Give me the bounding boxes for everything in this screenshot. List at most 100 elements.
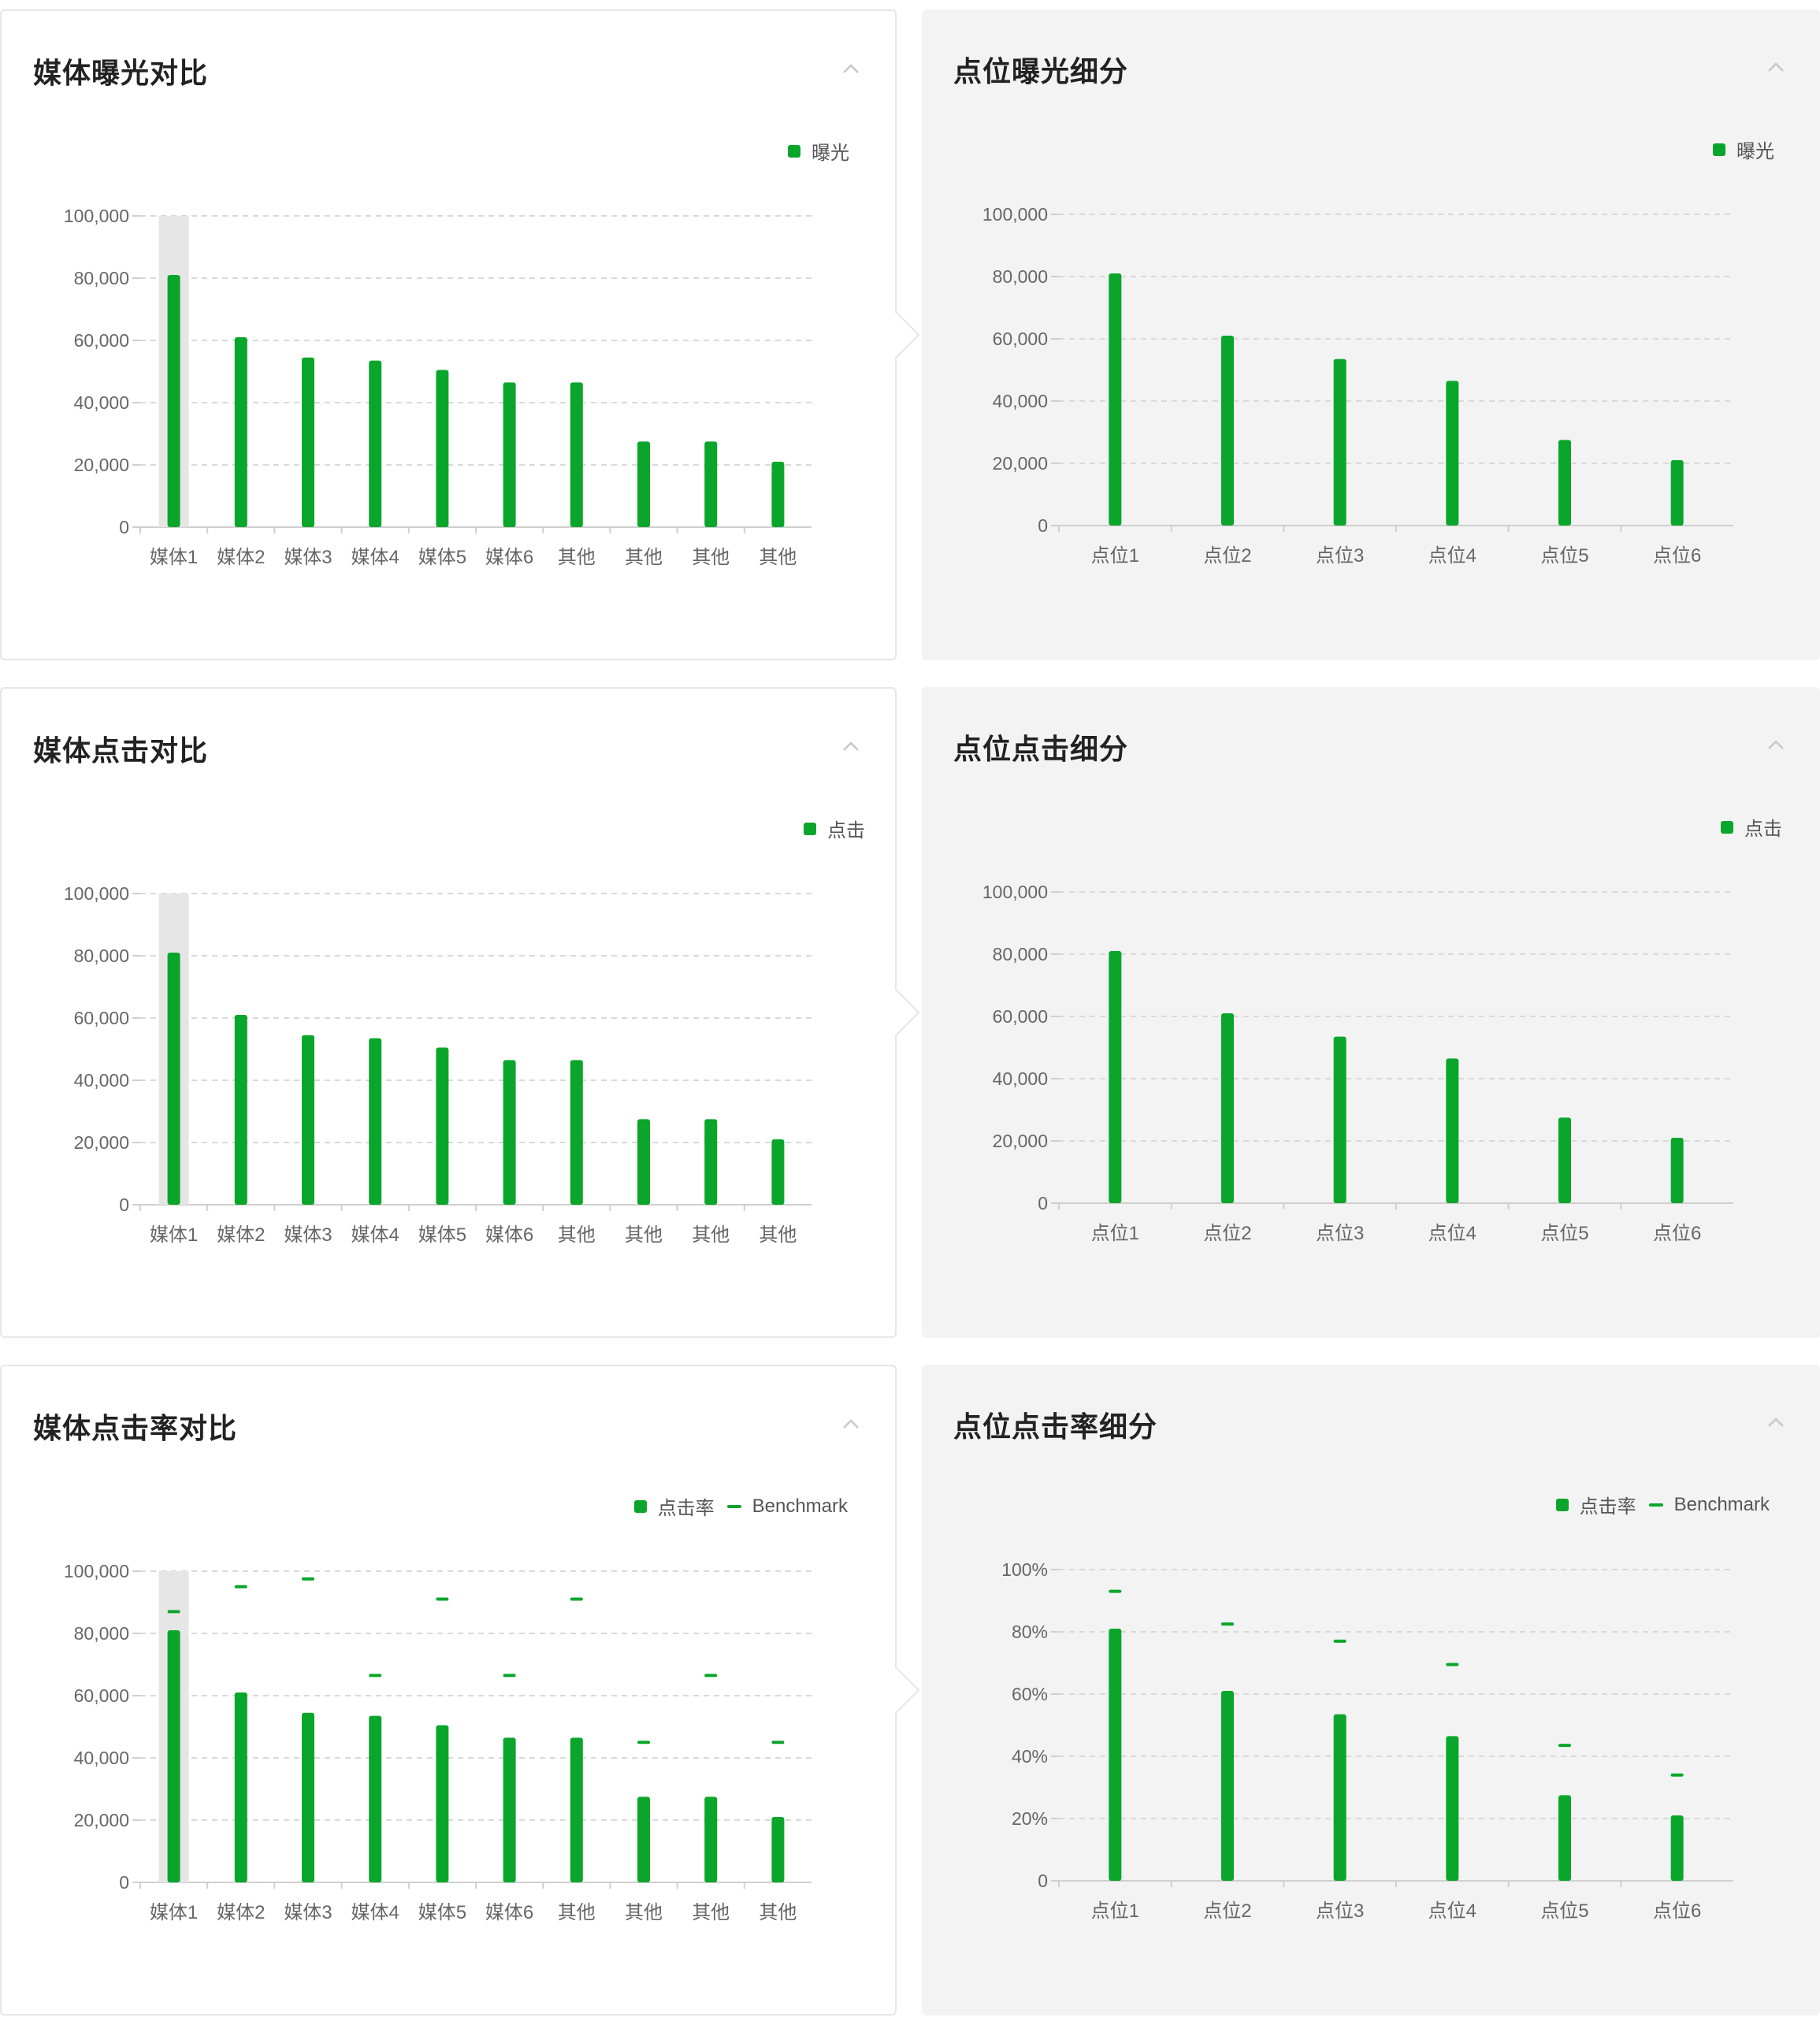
- legend-swatch: [1555, 1498, 1569, 1511]
- chart-legend: 曝光: [788, 137, 849, 165]
- chevron-up-icon[interactable]: [1766, 736, 1785, 755]
- x-tick-label: 点位5: [1540, 1223, 1588, 1244]
- y-tick-label: 80%: [1012, 1622, 1048, 1642]
- legend-label[interactable]: 点击率: [657, 1498, 715, 1519]
- position-ctr-panel: 点位点击率细分 点击率 Benchmark 0 20% 40% 60% 80% 100% 点位…: [922, 1365, 1820, 2016]
- bar: [503, 1060, 516, 1205]
- chevron-up-icon[interactable]: [841, 738, 860, 756]
- y-tick-label: 20%: [1012, 1808, 1048, 1829]
- bar: [234, 1015, 247, 1205]
- x-tick-label: 媒体4: [351, 547, 399, 568]
- x-tick-label: 其他: [759, 1224, 797, 1246]
- bar: [234, 337, 247, 527]
- x-tick-label: 点位2: [1203, 1901, 1251, 1922]
- panel-title: 媒体点击对比: [33, 734, 209, 767]
- bar: [302, 357, 314, 527]
- y-tick-label: 20,000: [993, 1131, 1048, 1151]
- media-exposure-panel: 媒体曝光对比 曝光 0 20,000 40,000 60,000 80,000 100,0…: [0, 9, 897, 660]
- chevron-up-icon[interactable]: [841, 1415, 860, 1434]
- legend-label[interactable]: Benchmark: [752, 1495, 848, 1517]
- x-tick-label: 点位6: [1653, 1223, 1701, 1244]
- legend-label[interactable]: 曝光: [1736, 141, 1774, 162]
- x-tick-label: 其他: [625, 1902, 663, 1923]
- bar-chart: 0 20,000 40,000 60,000 80,000 100,000 点位1 点位2 点位…: [982, 882, 1733, 1244]
- benchmark-marker: [302, 1577, 314, 1581]
- benchmark-marker: [503, 1674, 516, 1678]
- bar: [637, 1119, 650, 1205]
- x-tick-label: 其他: [692, 1902, 730, 1923]
- bar: [771, 1139, 785, 1205]
- bar: [302, 1035, 314, 1205]
- media-ctr-panel: 媒体点击率对比 点击率 Benchmark 0 20,000 40,000 60,000…: [0, 1365, 897, 2016]
- x-tick-label: 媒体3: [284, 1224, 332, 1246]
- x-tick-label: 点位5: [1540, 545, 1588, 567]
- bar: [167, 953, 180, 1205]
- legend-swatch: [1721, 820, 1733, 834]
- y-tick-label: 60,000: [74, 1008, 129, 1028]
- bar: [1333, 1714, 1346, 1881]
- bar: [1333, 1036, 1346, 1203]
- bar: [771, 1817, 785, 1882]
- x-tick-label: 其他: [558, 1224, 596, 1246]
- bar: [1446, 1058, 1459, 1203]
- chevron-up-icon[interactable]: [841, 60, 860, 79]
- bar: [436, 1047, 449, 1205]
- legend-label[interactable]: 点击率: [1579, 1496, 1636, 1518]
- bar: [369, 1715, 382, 1882]
- y-tick-label: 80,000: [74, 946, 129, 966]
- y-tick-label: 100,000: [64, 206, 129, 226]
- x-tick-label: 点位4: [1428, 1901, 1476, 1922]
- x-tick-label: 点位5: [1540, 1901, 1588, 1922]
- y-tick-label: 100%: [1001, 1559, 1048, 1580]
- x-tick-label: 媒体1: [150, 547, 198, 568]
- y-tick-label: 0: [1038, 1871, 1048, 1891]
- chevron-up-icon[interactable]: [1766, 58, 1785, 77]
- panel-title: 点位点击细分: [953, 733, 1129, 765]
- bar-chart: 0 20,000 40,000 60,000 80,000 100,000 媒体1 媒体2 媒体…: [64, 1561, 812, 1923]
- chart-legend: 点击率 Benchmark: [633, 1492, 848, 1520]
- y-tick-label: 40,000: [74, 1070, 129, 1091]
- legend-swatch: [1713, 143, 1725, 156]
- media-click-panel: 媒体点击对比 点击 0 20,000 40,000 60,000 80,000 100,0…: [0, 687, 897, 1338]
- bar: [637, 1796, 650, 1882]
- y-tick-label: 0: [119, 1872, 129, 1893]
- bar: [570, 382, 583, 527]
- x-tick-label: 其他: [759, 1902, 797, 1923]
- x-tick-label: 媒体1: [150, 1902, 198, 1923]
- y-tick-label: 20,000: [74, 1132, 129, 1153]
- y-tick-label: 100,000: [982, 204, 1048, 225]
- y-tick-label: 0: [119, 1195, 129, 1215]
- x-tick-label: 媒体2: [217, 547, 265, 568]
- benchmark-marker: [234, 1585, 247, 1588]
- benchmark-marker: [1109, 1589, 1122, 1593]
- bar: [704, 441, 718, 527]
- bar: [1558, 440, 1571, 526]
- bar: [1109, 1629, 1122, 1881]
- x-tick-label: 点位2: [1203, 545, 1251, 567]
- x-tick-label: 媒体6: [485, 1902, 533, 1923]
- chart-legend: 点击: [804, 815, 865, 842]
- bar-chart: 0 20,000 40,000 60,000 80,000 100,000 点位1 点位2 点位…: [982, 204, 1733, 567]
- bar: [369, 1038, 382, 1205]
- bar: [1670, 1815, 1684, 1881]
- bar: [1221, 1691, 1234, 1881]
- x-tick-label: 点位4: [1428, 1223, 1476, 1244]
- x-tick-label: 点位6: [1653, 1901, 1701, 1922]
- y-tick-label: 40,000: [993, 1068, 1048, 1089]
- bar: [771, 462, 785, 527]
- legend-label[interactable]: 点击: [1744, 819, 1782, 840]
- x-tick-label: 点位1: [1091, 1223, 1139, 1244]
- x-tick-label: 媒体6: [485, 547, 533, 568]
- legend-label[interactable]: Benchmark: [1673, 1493, 1770, 1515]
- benchmark-marker: [637, 1741, 650, 1744]
- legend-label[interactable]: 点击: [827, 820, 865, 842]
- x-tick-label: 媒体2: [217, 1224, 265, 1246]
- x-tick-label: 其他: [558, 1902, 596, 1923]
- x-tick-label: 其他: [558, 547, 596, 568]
- x-tick-label: 媒体2: [217, 1902, 265, 1923]
- chevron-up-icon[interactable]: [1766, 1414, 1785, 1432]
- legend-label[interactable]: 曝光: [812, 143, 849, 164]
- y-tick-label: 40%: [1012, 1746, 1048, 1767]
- y-tick-label: 100,000: [982, 882, 1048, 902]
- x-tick-label: 媒体4: [351, 1224, 399, 1246]
